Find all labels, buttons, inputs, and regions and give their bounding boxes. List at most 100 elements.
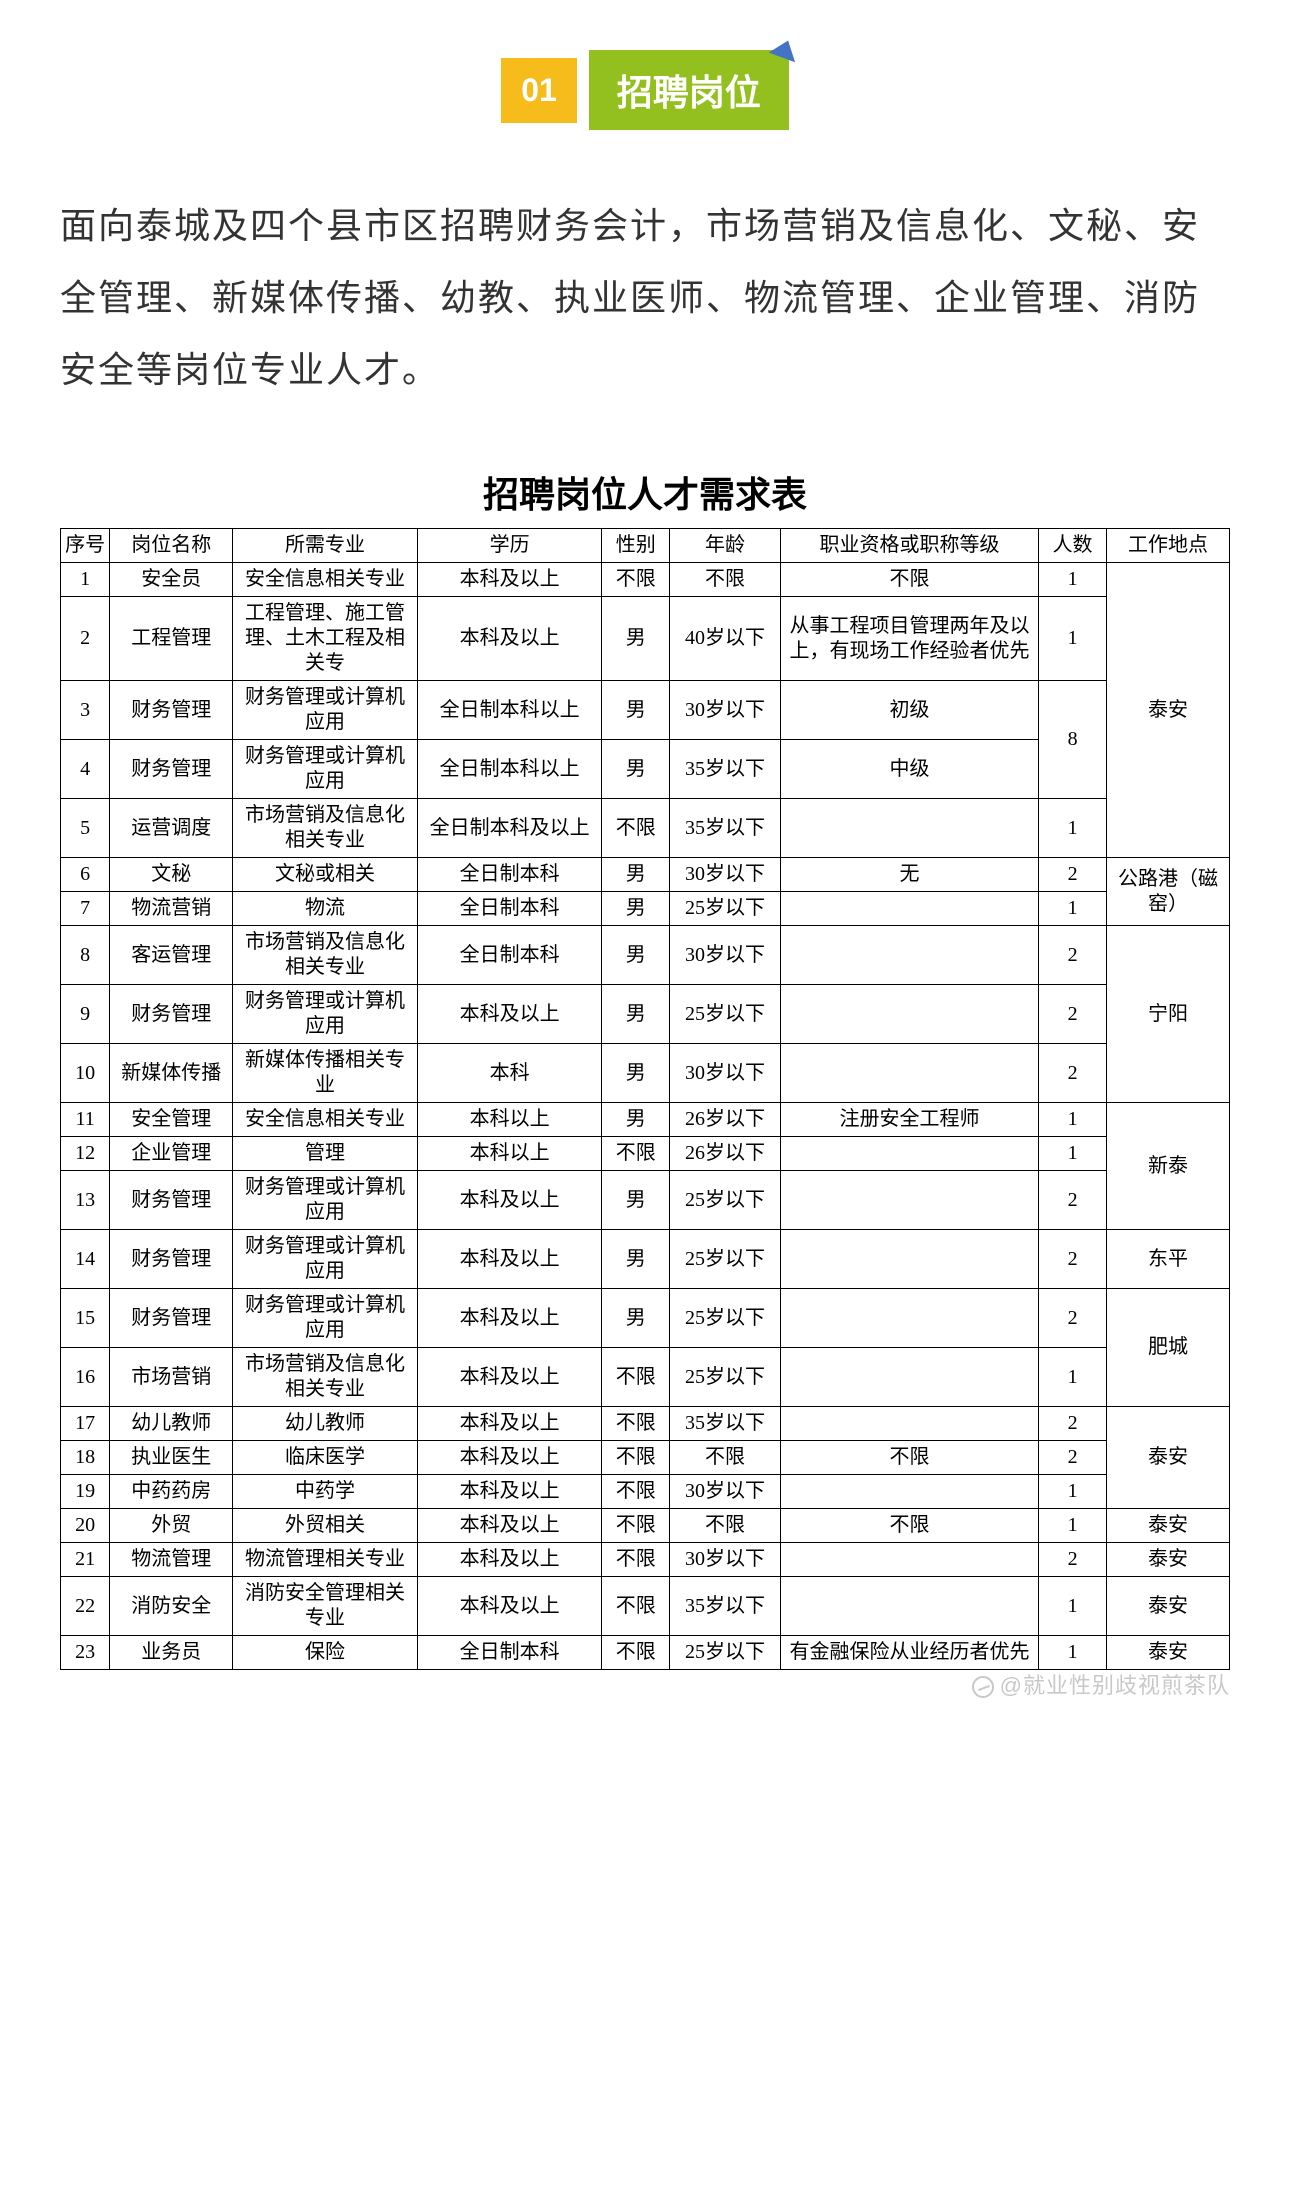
section-number: 01	[501, 58, 577, 123]
col-gender: 性别	[602, 529, 670, 563]
cell-edu: 本科及以上	[417, 1171, 602, 1230]
cell-position: 财务管理	[110, 985, 233, 1044]
cell-qual	[780, 926, 1038, 985]
cell-qual: 注册安全工程师	[780, 1103, 1038, 1137]
cell-qual	[780, 892, 1038, 926]
cell-idx: 4	[61, 740, 110, 799]
cell-sex: 男	[602, 985, 670, 1044]
cell-count: 1	[1039, 1103, 1107, 1137]
cell-age: 不限	[670, 1441, 781, 1475]
cell-age: 25岁以下	[670, 985, 781, 1044]
cell-sex: 不限	[602, 1577, 670, 1636]
cell-age: 30岁以下	[670, 1475, 781, 1509]
cell-major: 幼儿教师	[233, 1407, 418, 1441]
cell-qual	[780, 1543, 1038, 1577]
cell-sex: 不限	[602, 1543, 670, 1577]
cell-qual	[780, 1475, 1038, 1509]
cell-location: 公路港（磁窑）	[1106, 858, 1229, 926]
cell-edu: 本科及以上	[417, 985, 602, 1044]
col-qualification: 职业资格或职称等级	[780, 529, 1038, 563]
cell-position: 客运管理	[110, 926, 233, 985]
cell-sex: 不限	[602, 1636, 670, 1670]
cell-major: 管理	[233, 1137, 418, 1171]
cell-qual: 不限	[780, 1509, 1038, 1543]
cell-position: 安全员	[110, 563, 233, 597]
cell-location: 泰安	[1106, 1577, 1229, 1636]
cell-location: 肥城	[1106, 1289, 1229, 1407]
table-row: 11 安全管理 安全信息相关专业 本科以上 男 26岁以下 注册安全工程师 1 …	[61, 1103, 1230, 1137]
cell-edu: 本科以上	[417, 1103, 602, 1137]
cell-age: 25岁以下	[670, 1636, 781, 1670]
cell-qual: 初级	[780, 681, 1038, 740]
table-row: 23 业务员 保险 全日制本科 不限 25岁以下 有金融保险从业经历者优先 1 …	[61, 1636, 1230, 1670]
cell-idx: 21	[61, 1543, 110, 1577]
table-row: 20 外贸 外贸相关 本科及以上 不限 不限 不限 1 泰安	[61, 1509, 1230, 1543]
cell-major: 外贸相关	[233, 1509, 418, 1543]
page: 01 招聘岗位 面向泰城及四个县市区招聘财务会计，市场营销及信息化、文秘、安全管…	[0, 0, 1290, 1710]
cell-major: 市场营销及信息化相关专业	[233, 799, 418, 858]
col-index: 序号	[61, 529, 110, 563]
cell-position: 工程管理	[110, 597, 233, 681]
cell-major: 文秘或相关	[233, 858, 418, 892]
cell-major: 财务管理或计算机应用	[233, 985, 418, 1044]
cell-count: 1	[1039, 1348, 1107, 1407]
table-row: 18 执业医生 临床医学 本科及以上 不限 不限 不限 2	[61, 1441, 1230, 1475]
table-row: 12 企业管理 管理 本科以上 不限 26岁以下 1	[61, 1137, 1230, 1171]
cell-idx: 14	[61, 1230, 110, 1289]
cell-edu: 本科及以上	[417, 1543, 602, 1577]
cell-count: 2	[1039, 1543, 1107, 1577]
table-row: 1 安全员 安全信息相关专业 本科及以上 不限 不限 不限 1 泰安	[61, 563, 1230, 597]
cell-edu: 本科	[417, 1044, 602, 1103]
recruitment-table: 序号 岗位名称 所需专业 学历 性别 年龄 职业资格或职称等级 人数 工作地点 …	[60, 528, 1230, 1670]
cell-edu: 本科及以上	[417, 1509, 602, 1543]
col-count: 人数	[1039, 529, 1107, 563]
cell-count: 1	[1039, 892, 1107, 926]
cell-idx: 22	[61, 1577, 110, 1636]
cell-age: 40岁以下	[670, 597, 781, 681]
cell-sex: 不限	[602, 1441, 670, 1475]
cell-major: 安全信息相关专业	[233, 1103, 418, 1137]
cell-major: 财务管理或计算机应用	[233, 740, 418, 799]
cell-location: 泰安	[1106, 563, 1229, 858]
cell-idx: 9	[61, 985, 110, 1044]
cell-position: 外贸	[110, 1509, 233, 1543]
cell-position: 财务管理	[110, 1171, 233, 1230]
cell-count: 2	[1039, 1230, 1107, 1289]
cell-sex: 不限	[602, 1509, 670, 1543]
cell-location: 泰安	[1106, 1407, 1229, 1509]
cell-idx: 8	[61, 926, 110, 985]
table-row: 15 财务管理 财务管理或计算机应用 本科及以上 男 25岁以下 2 肥城	[61, 1289, 1230, 1348]
cell-position: 财务管理	[110, 740, 233, 799]
cell-edu: 本科及以上	[417, 597, 602, 681]
cell-sex: 男	[602, 1230, 670, 1289]
cell-idx: 15	[61, 1289, 110, 1348]
col-location: 工作地点	[1106, 529, 1229, 563]
cell-edu: 全日制本科以上	[417, 740, 602, 799]
col-education: 学历	[417, 529, 602, 563]
cell-idx: 6	[61, 858, 110, 892]
cell-sex: 男	[602, 597, 670, 681]
cell-position: 物流营销	[110, 892, 233, 926]
table-row: 7 物流营销 物流 全日制本科 男 25岁以下 1	[61, 892, 1230, 926]
cell-idx: 2	[61, 597, 110, 681]
cell-count: 2	[1039, 985, 1107, 1044]
cell-position: 企业管理	[110, 1137, 233, 1171]
cell-major: 保险	[233, 1636, 418, 1670]
cell-age: 25岁以下	[670, 1230, 781, 1289]
cell-count: 1	[1039, 1137, 1107, 1171]
cell-edu: 本科及以上	[417, 1348, 602, 1407]
cell-position: 中药药房	[110, 1475, 233, 1509]
cell-idx: 3	[61, 681, 110, 740]
table-row: 14 财务管理 财务管理或计算机应用 本科及以上 男 25岁以下 2 东平	[61, 1230, 1230, 1289]
cell-qual	[780, 985, 1038, 1044]
col-age: 年龄	[670, 529, 781, 563]
cell-sex: 不限	[602, 1348, 670, 1407]
cell-location: 宁阳	[1106, 926, 1229, 1103]
cell-location: 新泰	[1106, 1103, 1229, 1230]
cell-age: 25岁以下	[670, 892, 781, 926]
cell-qual	[780, 1577, 1038, 1636]
cell-sex: 男	[602, 892, 670, 926]
table-row: 9 财务管理 财务管理或计算机应用 本科及以上 男 25岁以下 2	[61, 985, 1230, 1044]
cell-position: 市场营销	[110, 1348, 233, 1407]
cell-age: 25岁以下	[670, 1348, 781, 1407]
